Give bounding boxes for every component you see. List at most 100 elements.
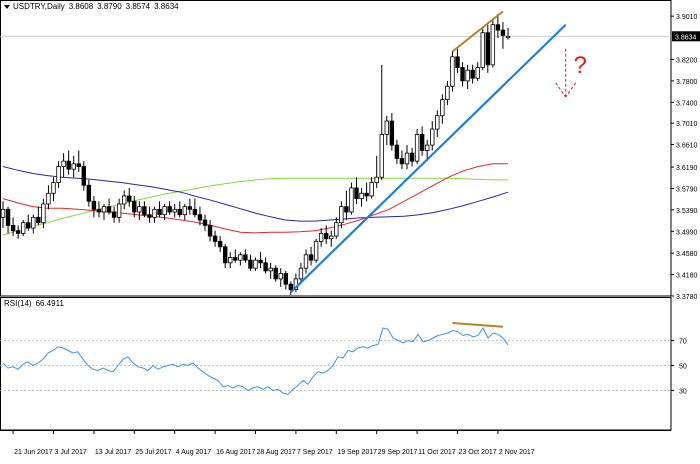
y-tick-label: 3.7400 (676, 100, 698, 107)
y-tick-label: 3.3780 (676, 294, 698, 301)
candle-body (450, 56, 455, 87)
candle-body (217, 241, 223, 248)
candle-body (435, 115, 440, 130)
candle-body (46, 192, 51, 205)
candle-body (101, 206, 107, 213)
candle-body (106, 206, 112, 213)
candle-body (132, 200, 137, 213)
candle-body (233, 257, 238, 261)
candle-body (81, 166, 86, 186)
candle-body (26, 222, 31, 229)
candle-body (41, 203, 46, 224)
x-tick-label: 25 Jul 2017 (135, 449, 171, 456)
candle-body (465, 69, 470, 82)
y-tick-label: 3.6610 (676, 143, 698, 150)
candle-body (56, 166, 61, 183)
x-tick-label: 2 Nov 2017 (499, 449, 535, 456)
candle-body (76, 163, 81, 167)
candle-body (212, 235, 218, 242)
candle-body (167, 206, 172, 213)
candle-body (414, 134, 420, 162)
candle-body (364, 192, 369, 197)
candle-body (389, 120, 395, 146)
y-tick-label: 3.4580 (676, 251, 698, 258)
price-header: USDTRY,Daily 3.8608 3.8790 3.8574 3.8634 (4, 2, 179, 11)
symbol-label: USDTRY,Daily (13, 2, 65, 11)
x-tick-label: 4 Aug 2017 (176, 449, 212, 456)
rsi-label: RSI(14) (4, 299, 32, 308)
candle-body (404, 152, 410, 165)
candle-body (409, 152, 415, 162)
candle-body (116, 203, 122, 218)
rsi-tick-label: 50 (679, 364, 687, 371)
moving-average-line (2, 163, 508, 234)
candle-body (187, 206, 193, 210)
candle-body (303, 254, 309, 269)
candle-body (157, 208, 162, 216)
question-mark-label: ? (573, 52, 586, 79)
y-tick-label: 3.6190 (676, 165, 698, 172)
rsi-tick-label: 30 (679, 389, 687, 396)
x-tick-label: 13 Jul 2017 (95, 449, 131, 456)
candle-body (344, 206, 349, 213)
dashed-arrow-head-left (555, 82, 567, 98)
candle-body (470, 69, 475, 79)
rsi-divergence-line (452, 322, 504, 328)
rsi-tick-label: 70 (679, 339, 687, 346)
candle-body (177, 208, 182, 216)
moving-average-line (2, 177, 508, 236)
x-tick-label: 21 Jun 2017 (14, 449, 53, 456)
candle-body (394, 144, 400, 159)
candle-body (86, 184, 92, 202)
candle-body (460, 67, 465, 82)
dashed-arrow-head-right (565, 82, 577, 98)
candle-body (197, 214, 203, 221)
candle-body (207, 224, 213, 237)
candle-body (480, 32, 485, 68)
last-price-marker (672, 31, 700, 42)
candle-body (288, 283, 294, 290)
candle-body (202, 219, 208, 226)
candle-body (66, 160, 71, 170)
candle-body (349, 187, 354, 213)
candle-body (152, 208, 157, 218)
candle-body (430, 128, 435, 146)
low-value: 3.8574 (125, 2, 151, 11)
candle-body (323, 232, 329, 240)
candle-body (308, 254, 314, 261)
high-value: 3.8790 (97, 2, 122, 11)
candle-body (278, 273, 283, 280)
candle-body (96, 208, 102, 213)
candle-body (222, 246, 228, 264)
moving-average-line (2, 166, 509, 222)
candle-body (142, 206, 147, 216)
candle-body (258, 259, 263, 264)
candle-body (283, 273, 288, 285)
candle-body (329, 235, 334, 240)
y-tick-label: 3.4180 (676, 273, 698, 280)
candle-body (359, 192, 364, 200)
candle-body (91, 200, 97, 210)
candle-body (15, 230, 21, 234)
candle-body (192, 208, 198, 216)
candle-body (384, 120, 389, 135)
candle-body (455, 56, 460, 68)
y-tick-label: 3.4990 (676, 229, 698, 236)
candle-body (228, 257, 233, 264)
x-tick-label: 23 Oct 2017 (459, 449, 497, 456)
candle-body (10, 224, 16, 232)
y-tick-label: 3.8200 (676, 58, 698, 65)
y-tick-label: 3.7800 (676, 79, 698, 86)
candle-body (379, 134, 384, 178)
last-price-label: 3.8634 (675, 34, 697, 41)
x-tick-label: 11 Oct 2017 (418, 449, 456, 456)
dropdown-triangle-icon[interactable] (4, 4, 10, 9)
candle-body (298, 267, 304, 280)
candle-body (318, 232, 324, 242)
close-value: 3.8634 (154, 2, 179, 11)
candle-body (485, 32, 490, 66)
candle-body (354, 187, 359, 200)
candle-body (500, 29, 506, 36)
candle-body (61, 160, 66, 167)
